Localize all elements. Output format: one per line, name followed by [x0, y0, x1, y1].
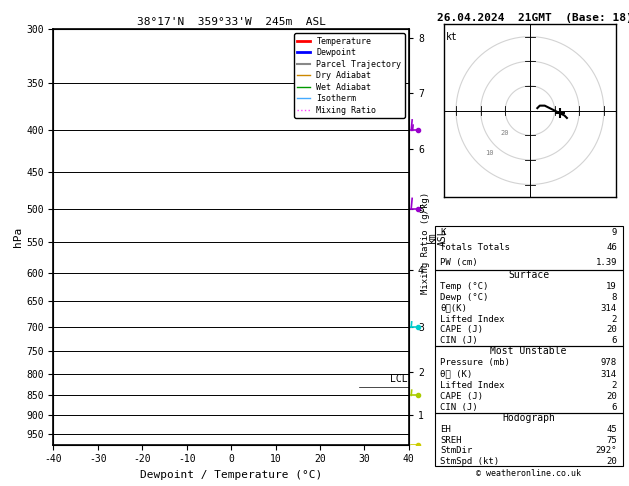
Text: 26.04.2024  21GMT  (Base: 18): 26.04.2024 21GMT (Base: 18) [437, 13, 629, 23]
Text: 978: 978 [601, 359, 617, 367]
Text: Most Unstable: Most Unstable [491, 346, 567, 356]
Text: LCL: LCL [390, 374, 408, 383]
Text: 19: 19 [606, 282, 617, 291]
X-axis label: Dewpoint / Temperature (°C): Dewpoint / Temperature (°C) [140, 470, 322, 480]
Text: K: K [440, 228, 446, 238]
Text: 45: 45 [606, 425, 617, 434]
Y-axis label: km
ASL: km ASL [426, 228, 448, 246]
Text: Dewp (°C): Dewp (°C) [440, 293, 489, 302]
Text: © weatheronline.co.uk: © weatheronline.co.uk [476, 469, 581, 478]
Text: Temp (°C): Temp (°C) [440, 282, 489, 291]
Text: StmDir: StmDir [440, 446, 472, 455]
Text: 314: 314 [601, 370, 617, 379]
Text: Totals Totals: Totals Totals [440, 243, 510, 252]
Text: θᴁ (K): θᴁ (K) [440, 370, 472, 379]
Text: 292°: 292° [596, 446, 617, 455]
Text: Hodograph: Hodograph [502, 414, 555, 423]
Bar [435, 226, 623, 270]
Text: Lifted Index: Lifted Index [440, 314, 505, 324]
Text: 2: 2 [611, 314, 617, 324]
Text: CIN (J): CIN (J) [440, 403, 478, 412]
Bar [435, 270, 623, 346]
Text: 9: 9 [611, 228, 617, 238]
Text: StmSpd (kt): StmSpd (kt) [440, 457, 499, 466]
Text: 6: 6 [611, 336, 617, 345]
Text: θᴁ(K): θᴁ(K) [440, 304, 467, 313]
Text: Surface: Surface [508, 270, 549, 280]
Text: Lifted Index: Lifted Index [440, 381, 505, 390]
Y-axis label: hPa: hPa [13, 227, 23, 247]
Text: 20: 20 [606, 392, 617, 401]
Text: 10: 10 [486, 150, 494, 156]
Text: 8: 8 [611, 293, 617, 302]
Text: Pressure (mb): Pressure (mb) [440, 359, 510, 367]
Text: SREH: SREH [440, 436, 462, 445]
Text: 46: 46 [606, 243, 617, 252]
Text: Mixing Ratio (g/kg): Mixing Ratio (g/kg) [421, 192, 430, 294]
Text: CAPE (J): CAPE (J) [440, 325, 484, 334]
Text: kt: kt [446, 32, 458, 42]
Text: 20: 20 [500, 130, 509, 136]
Text: 6: 6 [611, 403, 617, 412]
Text: 314: 314 [601, 304, 617, 313]
Text: 20: 20 [606, 457, 617, 466]
Bar [435, 346, 623, 413]
Text: 1.39: 1.39 [596, 258, 617, 267]
Text: CAPE (J): CAPE (J) [440, 392, 484, 401]
Text: 2: 2 [611, 381, 617, 390]
Text: PW (cm): PW (cm) [440, 258, 478, 267]
Bar [435, 413, 623, 467]
Text: CIN (J): CIN (J) [440, 336, 478, 345]
Text: 75: 75 [606, 436, 617, 445]
Legend: Temperature, Dewpoint, Parcel Trajectory, Dry Adiabat, Wet Adiabat, Isotherm, Mi: Temperature, Dewpoint, Parcel Trajectory… [294, 34, 404, 118]
Text: EH: EH [440, 425, 451, 434]
Text: 20: 20 [606, 325, 617, 334]
Title: 38°17'N  359°33'W  245m  ASL: 38°17'N 359°33'W 245m ASL [136, 17, 326, 27]
